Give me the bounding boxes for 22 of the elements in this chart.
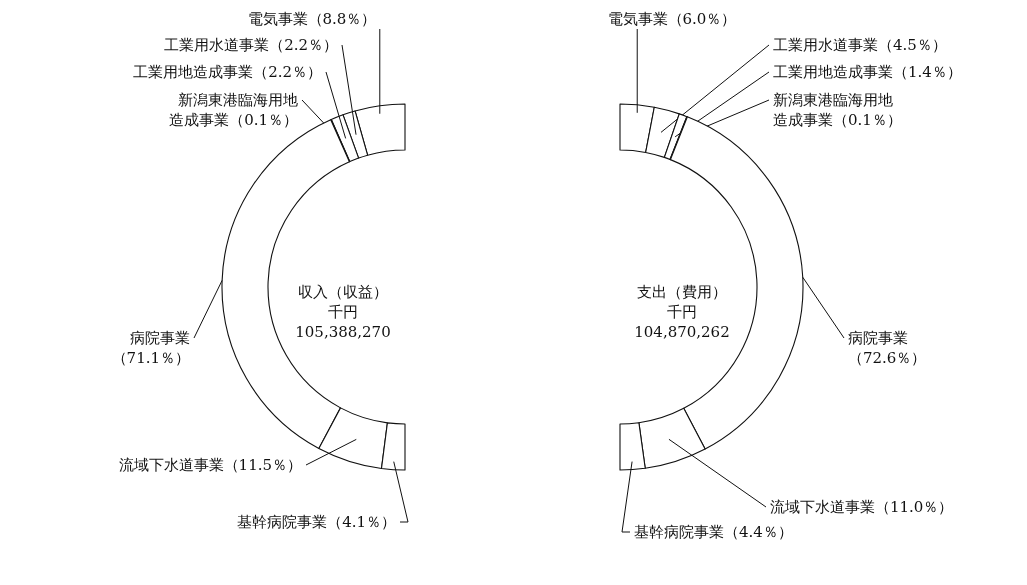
- text: 105,388,270: [295, 323, 391, 341]
- slice-label: 病院事業: [848, 329, 908, 347]
- data-label: （72.6％）: [848, 349, 927, 367]
- data-label: （71.1％）: [111, 349, 190, 367]
- text: 収入（収益）: [298, 283, 388, 301]
- slice-label: 流域下水道事業（11.5％）: [118, 456, 302, 474]
- slice-label: 病院事業: [130, 329, 190, 347]
- slice-label: 流域下水道事業（11.0％）: [770, 498, 954, 516]
- slice-label: 電気事業（8.8％）: [247, 10, 377, 28]
- text: 104,870,262: [634, 323, 730, 341]
- slice-label: 新潟東港臨海用地造成事業（0.1％）: [169, 91, 298, 129]
- slice-label: 基幹病院事業（4.4％）: [634, 523, 793, 541]
- text: 支出（費用）: [637, 283, 727, 301]
- slice-label: 工業用水道事業（2.2％）: [164, 36, 338, 54]
- text: 千円: [667, 303, 697, 321]
- slice-label: 基幹病院事業（4.1％）: [237, 513, 396, 531]
- slice-label: 電気事業（6.0％）: [607, 10, 737, 28]
- slice-label: 工業用水道事業（4.5％）: [773, 36, 947, 54]
- text: 千円: [328, 303, 358, 321]
- slice-label: 工業用地造成事業（1.4％）: [773, 63, 962, 81]
- slice-label: 新潟東港臨海用地造成事業（0.1％）: [773, 91, 902, 129]
- slice-label: 工業用地造成事業（2.2％）: [133, 63, 322, 81]
